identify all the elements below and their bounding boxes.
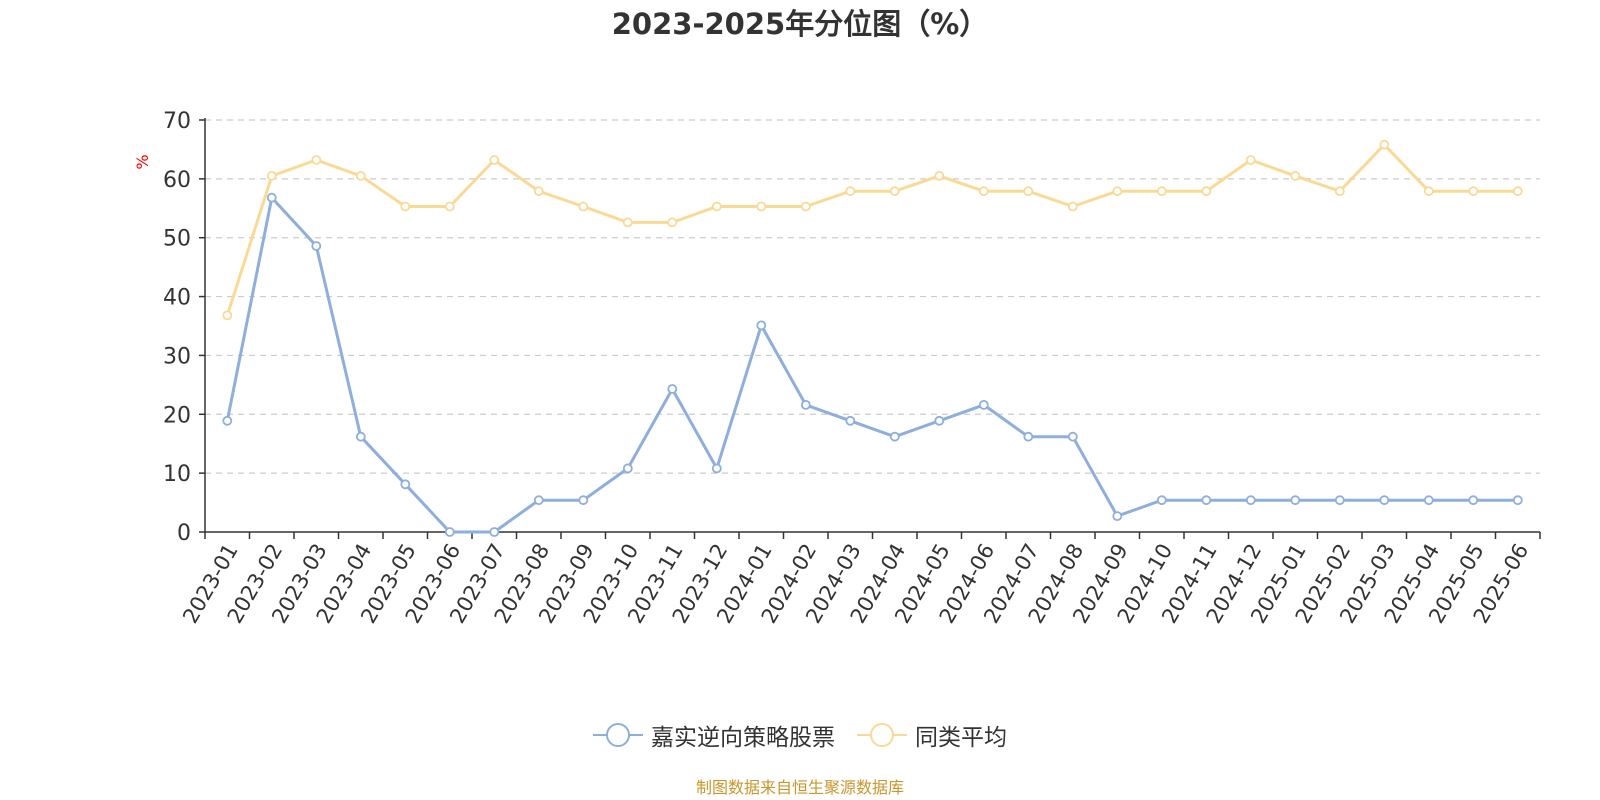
series-line-1 [225, 143, 1518, 316]
series-0-point [1334, 495, 1345, 506]
series-0-point [1245, 495, 1256, 506]
legend-item-peer-average[interactable]: 同类平均 [857, 718, 1007, 752]
series-1-point [1334, 186, 1345, 197]
y-tick-label: 70 [163, 109, 191, 134]
series-0-point [1512, 495, 1523, 506]
y-tick-label: 50 [163, 227, 191, 252]
series-0-point [266, 192, 277, 203]
series-1-point [667, 217, 678, 228]
series-1-point [845, 186, 856, 197]
series-0-point [355, 431, 366, 442]
series-1-point [711, 201, 722, 212]
series-1-point [266, 170, 277, 181]
y-tick-label: 30 [163, 344, 191, 369]
series-0-point [1112, 511, 1123, 521]
chart-title: 2023-2025年分位图（%） [611, 7, 989, 41]
series-1-point [889, 186, 900, 197]
y-tick-label: 40 [163, 286, 191, 311]
series-1-point [222, 310, 233, 321]
grid-lines [205, 119, 1540, 474]
series-0-point [1423, 495, 1434, 506]
series-0-point [1156, 495, 1167, 506]
series [222, 139, 1523, 537]
legend-item-fund[interactable]: 嘉实逆向策略股票 [593, 718, 835, 752]
series-1-point [934, 170, 945, 181]
y-tick-label: 60 [163, 168, 191, 193]
series-1-point [800, 201, 811, 212]
series-1-point [355, 170, 366, 181]
series-0-point [889, 431, 900, 442]
series-0-point [1201, 495, 1212, 506]
series-0-point [845, 415, 856, 426]
y-axis-label: % [133, 154, 152, 169]
series-1-point [311, 155, 322, 165]
series-1-point [444, 201, 455, 212]
series-0-point [934, 415, 945, 426]
series-1-point [1023, 186, 1034, 197]
series-0-point [1468, 495, 1479, 506]
series-1-point [1201, 186, 1212, 197]
legend-label-peer-average: 同类平均 [915, 725, 1007, 751]
series-0-point [311, 241, 322, 251]
y-tick-label: 10 [163, 462, 191, 487]
series-0-point [800, 399, 811, 410]
series-1-point [1245, 155, 1256, 165]
series-0-point [1023, 431, 1034, 442]
series-0-point [622, 463, 633, 474]
series-0-point [1290, 495, 1301, 506]
series-0-point [978, 399, 989, 410]
series-0-point [533, 495, 544, 506]
series-1-point [489, 155, 500, 165]
series-0-point [711, 463, 722, 474]
series-line-0 [225, 196, 1518, 534]
series-0-point [444, 527, 455, 537]
series-1-point [578, 201, 589, 212]
series-0-point [667, 384, 678, 394]
series-1-point [400, 201, 411, 212]
series-1-point [1112, 186, 1123, 197]
series-1-point [1067, 201, 1078, 212]
series-0-point [756, 320, 767, 331]
legend-marker-peer-average-icon [857, 723, 907, 747]
axes [199, 118, 1541, 539]
series-1-point [1468, 186, 1479, 197]
series-1-point [1156, 186, 1167, 197]
legend-label-fund: 嘉实逆向策略股票 [651, 725, 835, 751]
series-1-point [1290, 170, 1301, 181]
y-tick-label: 20 [163, 403, 191, 428]
source-note: 制图数据来自恒生聚源数据库 [695, 778, 904, 797]
series-0-point [489, 527, 500, 537]
series-0-point [1379, 495, 1390, 506]
series-1-point [756, 201, 767, 212]
legend-marker-fund-icon [593, 723, 643, 747]
series-1-point [1423, 186, 1434, 197]
series-1-point [1379, 139, 1390, 150]
legend: 嘉实逆向策略股票 同类平均 [0, 718, 1600, 752]
series-1-point [533, 186, 544, 197]
series-0-point [1067, 431, 1078, 442]
series-1-point [1512, 186, 1523, 197]
series-0-point [578, 495, 589, 506]
series-1-point [978, 186, 989, 197]
series-1-point [622, 217, 633, 228]
series-0-point [222, 415, 233, 426]
y-tick-label: 0 [177, 521, 191, 546]
series-0-point [400, 479, 411, 490]
